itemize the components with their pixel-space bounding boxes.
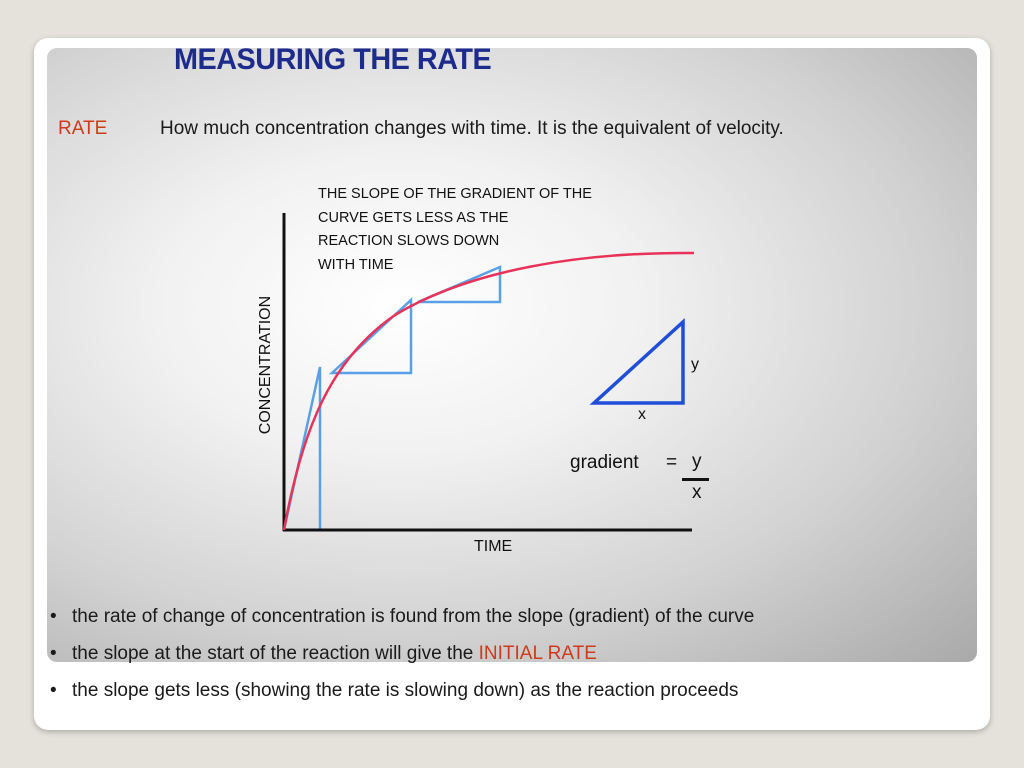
bullet-text: the slope gets less (showing the rate is… [72, 680, 739, 701]
bullet-list: • the rate of change of concentration is … [50, 604, 754, 715]
bullet-item: • the slope at the start of the reaction … [50, 641, 754, 678]
slide-panel [47, 48, 977, 662]
annotation-line: WITH TIME [318, 256, 394, 273]
annotation-line: REACTION SLOWS DOWN [318, 233, 500, 249]
slope-annotation: THE SLOPE OF THE GRADIENT OF THE CURVE G… [318, 183, 658, 277]
rate-definition: How much concentration changes with time… [160, 118, 784, 139]
annotation-line: THE SLOPE OF THE GRADIENT OF THE [318, 186, 592, 202]
y-axis-label: CONCENTRATION [257, 295, 274, 435]
bullet-glyph: • [50, 643, 57, 664]
bullet-text: the rate of change of concentration is f… [72, 606, 755, 627]
gradient-denominator: x [692, 482, 702, 503]
triangle-y-label: y [691, 356, 699, 373]
annotation-line: CURVE GETS LESS AS THE [318, 209, 509, 226]
gradient-numerator: y [692, 451, 702, 472]
bullet-glyph: • [50, 680, 57, 701]
middle-tangent-triangle [328, 297, 413, 375]
tangent-triangles [282, 265, 502, 532]
initial-rate-highlight: INITIAL RATE [478, 643, 597, 664]
bullet-item: • the rate of change of concentration is … [50, 604, 754, 641]
bullet-glyph: • [50, 606, 57, 627]
gradient-word: gradient [570, 452, 639, 473]
fraction-bar [682, 478, 709, 481]
gradient-equals: = [666, 452, 678, 473]
gradient-triangle [589, 318, 685, 405]
triangle-x-label: x [638, 406, 646, 423]
slide-title: MEASURING THE RATE [174, 43, 492, 76]
rate-term: RATE [58, 118, 108, 139]
bullet-item: • the slope gets less (showing the rate i… [50, 678, 754, 715]
axes [282, 213, 692, 532]
bullet-text: the slope at the start of the reaction w… [72, 643, 479, 664]
x-axis-label: TIME [474, 538, 513, 555]
concentration-curve [282, 251, 695, 531]
